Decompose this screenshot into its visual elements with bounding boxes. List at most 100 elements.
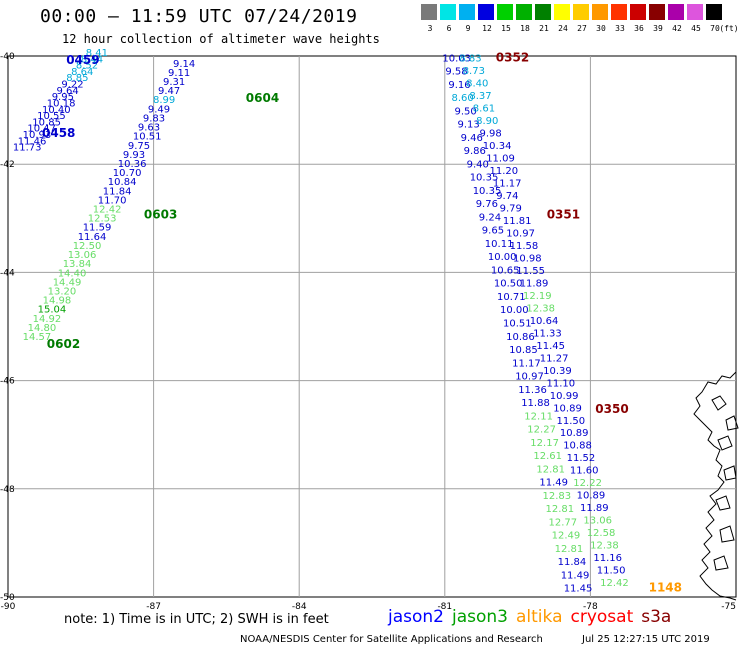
- legend-swatch: [535, 4, 551, 20]
- wave-height-label: 11.60: [570, 466, 599, 477]
- legend-label: 12: [482, 24, 492, 33]
- wave-height-label: 9.13: [458, 120, 480, 131]
- wave-height-label: 10.51: [133, 132, 162, 143]
- legend-label: 27: [577, 24, 587, 33]
- legend-label: 36: [634, 24, 644, 33]
- wave-height-label: 8.41: [86, 48, 108, 59]
- time-label-0352: 0352: [496, 50, 529, 64]
- wave-height-label: 12.58: [587, 528, 616, 539]
- wave-height-label: 15.04: [38, 305, 67, 316]
- wave-height-label: 10.55: [37, 111, 66, 122]
- wave-height-label: 11.27: [540, 353, 569, 364]
- legend-label: 24: [558, 24, 568, 33]
- wave-height-label: 8.99: [153, 95, 175, 106]
- wave-height-label: 14.40: [58, 268, 87, 279]
- wave-height-label: 10.34: [483, 141, 512, 152]
- wave-height-label: 14.80: [28, 323, 57, 334]
- lon-label: -75: [721, 602, 736, 612]
- wave-height-label: 11.84: [558, 557, 587, 568]
- altimeter-tracks: 14.5714.8014.9215.0414.9813.2014.4914.40…: [13, 48, 629, 595]
- wave-height-label: 11.16: [593, 553, 622, 564]
- wave-height-label: 11.36: [518, 385, 547, 396]
- wave-height-label: 10.35: [470, 173, 499, 184]
- wave-height-label: 8.37: [469, 91, 491, 102]
- legend-swatch: [706, 4, 722, 20]
- lon-label: -87: [146, 602, 161, 612]
- legend-label: 18: [520, 24, 530, 33]
- legend-swatch: [668, 4, 684, 20]
- wave-height-label: 8.85: [66, 73, 88, 84]
- time-tags: 0459 0458 0604 0603 0602 0352 0351 0350 1148: [42, 50, 682, 594]
- wave-height-label: 9.98: [480, 128, 502, 139]
- time-label-0604: 0604: [246, 91, 279, 105]
- legend-swatch: [611, 4, 627, 20]
- legend-swatch: [687, 4, 703, 20]
- satellite-key: jason2 jason3 altika cryosat s3a: [388, 607, 679, 627]
- wave-height-label: 12.81: [546, 504, 575, 515]
- legend-swatch: [554, 4, 570, 20]
- wave-height-label: 9.65: [482, 226, 504, 237]
- wave-height-label: 8.64: [71, 67, 93, 78]
- wave-height-label: 12.38: [590, 541, 619, 552]
- wave-height-label: 9.46: [461, 133, 483, 144]
- time-label-0602: 0602: [47, 337, 80, 351]
- wave-height-label: 9.14: [173, 59, 195, 70]
- wave-height-label: 11.64: [78, 232, 107, 243]
- island-shape-1: [711, 395, 739, 571]
- wave-height-label: 11.46: [18, 136, 47, 147]
- satellite-key-s3a: s3a: [641, 607, 672, 627]
- wave-height-label: 11.58: [510, 241, 539, 252]
- legend-swatch: [459, 4, 475, 20]
- wave-height-label: 9.50: [455, 106, 477, 117]
- wave-height-label: 12.11: [524, 411, 553, 422]
- legend-label: 21: [539, 24, 549, 33]
- time-label-0350: 0350: [595, 402, 628, 416]
- wave-height-label: 9.83: [143, 114, 165, 125]
- wave-height-label: 11.50: [597, 566, 626, 577]
- time-label-0459: 0459: [66, 53, 99, 67]
- legend-label: 15: [501, 24, 511, 33]
- wave-height-label: 11.33: [533, 328, 562, 339]
- wave-height-label: 11.17: [512, 358, 541, 369]
- wave-height-label: 11.89: [520, 278, 549, 289]
- time-label-0458: 0458: [42, 126, 75, 140]
- lon-label: -84: [292, 602, 307, 612]
- legend-label: 39: [653, 24, 663, 33]
- wave-height-label: 10.85: [32, 117, 61, 128]
- wave-height-label: 10.89: [553, 403, 582, 414]
- wave-height-label: 10.93: [23, 130, 52, 141]
- wave-height-label: 9.11: [168, 68, 190, 79]
- wave-height-label: 8.90: [476, 116, 498, 127]
- satellite-key-jason2: jason2: [388, 607, 444, 627]
- lon-label: -78: [583, 602, 598, 612]
- wave-height-label: 12.22: [573, 478, 602, 489]
- time-label-1148: 1148: [649, 581, 682, 595]
- track-jason2-descending: 10.03 9.58 9.16 8.60 9.50 9.13 9.46 9.86 9.40 10.…: [442, 53, 592, 594]
- wave-height-label: 11.49: [539, 478, 568, 489]
- wave-height-label: 11.70: [98, 195, 127, 206]
- wave-height-label: 12.42: [600, 578, 629, 589]
- wave-height-label: 9.79: [500, 203, 522, 214]
- wave-height-label: 10.00: [500, 305, 529, 316]
- wave-height-label: 11.52: [567, 453, 596, 464]
- lat-label: -50: [0, 593, 15, 603]
- wave-height-label: 10.64: [530, 316, 559, 327]
- wave-height-label: 10.98: [513, 253, 542, 264]
- wave-height-label: 10.88: [563, 441, 592, 452]
- wave-height-label: 12.83: [543, 491, 572, 502]
- coastline-shape: [693, 371, 737, 601]
- map-frame: [7, 55, 737, 598]
- footer-credit: NOAA/NESDIS Center for Satellite Applica…: [240, 634, 543, 645]
- wave-height-label: 11.73: [13, 143, 42, 154]
- wave-height-label: 11.88: [521, 398, 550, 409]
- wave-height-label: 10.89: [560, 428, 589, 439]
- legend-swatch: [516, 4, 532, 20]
- wave-height-label: 10.35: [473, 186, 502, 197]
- legend-swatch: [630, 4, 646, 20]
- coastline-chile: [693, 371, 739, 601]
- wave-height-label: 9.22: [61, 80, 83, 91]
- wave-height-label: 11.59: [83, 223, 112, 234]
- wave-height-label: 11.09: [486, 153, 515, 164]
- wave-height-label: 9.86: [464, 146, 486, 157]
